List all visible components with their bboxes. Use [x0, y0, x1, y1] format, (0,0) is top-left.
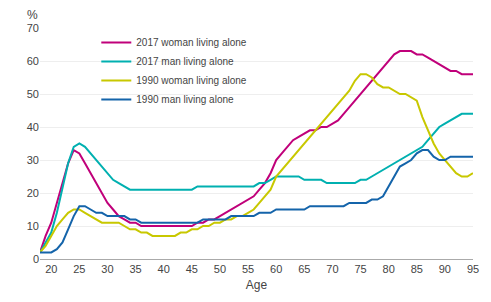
- svg-text:2017 man living alone: 2017 man living alone: [136, 56, 234, 67]
- svg-text:60: 60: [27, 55, 39, 67]
- svg-text:30: 30: [27, 154, 39, 166]
- svg-text:1990 man living alone: 1990 man living alone: [136, 94, 234, 105]
- svg-text:20: 20: [45, 263, 57, 275]
- svg-text:50: 50: [214, 263, 226, 275]
- svg-text:60: 60: [270, 263, 282, 275]
- svg-text:Age: Age: [246, 278, 268, 292]
- svg-text:%: %: [27, 8, 38, 22]
- svg-text:70: 70: [27, 22, 39, 34]
- svg-text:40: 40: [158, 263, 170, 275]
- svg-text:0: 0: [33, 253, 39, 265]
- svg-text:10: 10: [27, 220, 39, 232]
- svg-text:80: 80: [383, 263, 395, 275]
- svg-text:55: 55: [242, 263, 254, 275]
- svg-text:2017 woman living alone: 2017 woman living alone: [136, 37, 247, 48]
- svg-text:45: 45: [186, 263, 198, 275]
- svg-text:40: 40: [27, 121, 39, 133]
- svg-text:65: 65: [298, 263, 310, 275]
- svg-text:50: 50: [27, 88, 39, 100]
- svg-text:20: 20: [27, 187, 39, 199]
- svg-text:85: 85: [411, 263, 423, 275]
- svg-text:75: 75: [354, 263, 366, 275]
- svg-text:30: 30: [101, 263, 113, 275]
- svg-text:90: 90: [439, 263, 451, 275]
- svg-text:95: 95: [467, 263, 479, 275]
- svg-text:70: 70: [326, 263, 338, 275]
- svg-text:35: 35: [129, 263, 141, 275]
- svg-text:25: 25: [73, 263, 85, 275]
- svg-text:1990 woman living alone: 1990 woman living alone: [136, 75, 247, 86]
